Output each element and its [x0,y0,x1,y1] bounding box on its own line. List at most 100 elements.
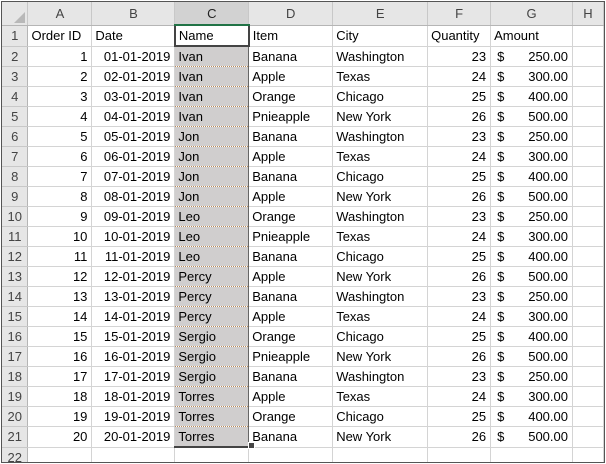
date-cell[interactable]: 12-01-2019 [91,266,176,287]
order-id-cell[interactable]: 7 [27,166,93,187]
city-cell[interactable]: New York [332,186,429,207]
row-header-20[interactable]: 20 [2,406,29,427]
header-quantity[interactable]: Quantity [427,25,492,47]
cell-h[interactable] [572,326,604,347]
quantity-cell[interactable]: 25 [427,326,492,347]
quantity-cell[interactable]: 23 [427,126,492,147]
column-header-c[interactable]: C [174,2,250,26]
date-cell[interactable]: 09-01-2019 [91,206,176,227]
cell-h[interactable] [572,306,604,327]
name-cell[interactable]: Torres [174,406,250,427]
column-header-h[interactable]: H [572,2,604,26]
city-cell[interactable]: Texas [332,66,429,87]
quantity-cell[interactable]: 25 [427,406,492,427]
city-cell[interactable]: New York [332,426,429,448]
empty-cell[interactable] [174,447,250,462]
amount-cell[interactable]: $400.00 [490,406,573,427]
item-cell[interactable]: Apple [248,66,334,87]
empty-cell[interactable] [490,447,573,462]
name-cell[interactable]: Jon [174,126,250,147]
quantity-cell[interactable]: 26 [427,426,492,448]
date-cell[interactable]: 10-01-2019 [91,226,176,247]
amount-cell[interactable]: $400.00 [490,166,573,187]
city-cell[interactable]: Texas [332,226,429,247]
date-cell[interactable]: 19-01-2019 [91,406,176,427]
date-cell[interactable]: 16-01-2019 [91,346,176,367]
row-header-7[interactable]: 7 [2,146,29,167]
row-header-10[interactable]: 10 [2,206,29,227]
row-header-6[interactable]: 6 [2,126,29,147]
quantity-cell[interactable]: 25 [427,166,492,187]
item-cell[interactable]: Apple [248,186,334,207]
amount-cell[interactable]: $400.00 [490,246,573,267]
row-header-12[interactable]: 12 [2,246,29,267]
header-item[interactable]: Item [248,25,334,47]
date-cell[interactable]: 15-01-2019 [91,326,176,347]
quantity-cell[interactable]: 23 [427,46,492,67]
city-cell[interactable]: Washington [332,126,429,147]
date-cell[interactable]: 06-01-2019 [91,146,176,167]
order-id-cell[interactable]: 10 [27,226,93,247]
header-name[interactable]: Name [173,24,250,47]
cell-h[interactable] [572,106,604,127]
city-cell[interactable]: New York [332,106,429,127]
amount-cell[interactable]: $500.00 [490,426,573,448]
empty-cell[interactable] [91,447,176,462]
quantity-cell[interactable]: 24 [427,226,492,247]
cell-h[interactable] [572,186,604,207]
order-id-cell[interactable]: 5 [27,126,93,147]
quantity-cell[interactable]: 24 [427,66,492,87]
name-cell[interactable]: Torres [174,426,250,448]
city-cell[interactable]: Chicago [332,166,429,187]
amount-cell[interactable]: $400.00 [490,326,573,347]
header-order-id[interactable]: Order ID [27,25,93,47]
city-cell[interactable]: Texas [332,146,429,167]
amount-cell[interactable]: $500.00 [490,266,573,287]
order-id-cell[interactable]: 6 [27,146,93,167]
order-id-cell[interactable]: 11 [27,246,93,267]
cell-h[interactable] [572,346,604,367]
item-cell[interactable]: Banana [248,366,334,387]
fill-handle[interactable] [248,442,255,449]
quantity-cell[interactable]: 25 [427,246,492,267]
amount-cell[interactable]: $250.00 [490,286,573,307]
date-cell[interactable]: 03-01-2019 [91,86,176,107]
name-cell[interactable]: Leo [174,226,250,247]
header-amount[interactable]: Amount [490,25,573,47]
city-cell[interactable]: Texas [332,386,429,407]
name-cell[interactable]: Leo [174,246,250,267]
cell-h[interactable] [572,146,604,167]
amount-cell[interactable]: $300.00 [490,66,573,87]
row-header-2[interactable]: 2 [2,46,29,67]
item-cell[interactable]: Banana [248,126,334,147]
order-id-cell[interactable]: 4 [27,106,93,127]
date-cell[interactable]: 13-01-2019 [91,286,176,307]
cell-h[interactable] [572,386,604,407]
cell-h[interactable] [572,246,604,267]
city-cell[interactable]: Washington [332,206,429,227]
row-header-13[interactable]: 13 [2,266,29,287]
date-cell[interactable]: 01-01-2019 [91,46,176,67]
name-cell[interactable]: Torres [174,386,250,407]
name-cell[interactable]: Percy [174,286,250,307]
cell-h[interactable] [572,66,604,87]
item-cell[interactable]: Pnieapple [248,226,334,247]
name-cell[interactable]: Jon [174,186,250,207]
date-cell[interactable]: 08-01-2019 [91,186,176,207]
amount-cell[interactable]: $300.00 [490,386,573,407]
amount-cell[interactable]: $300.00 [490,226,573,247]
item-cell[interactable]: Banana [248,166,334,187]
city-cell[interactable]: Washington [332,286,429,307]
name-cell[interactable]: Percy [174,266,250,287]
date-cell[interactable]: 11-01-2019 [91,246,176,267]
name-cell[interactable]: Ivan [174,66,250,87]
item-cell[interactable]: Apple [248,146,334,167]
order-id-cell[interactable]: 20 [27,426,93,448]
item-cell[interactable]: Pnieapple [248,346,334,367]
row-header-22[interactable]: 22 [2,447,29,462]
cell-h[interactable] [572,426,604,448]
order-id-cell[interactable]: 17 [27,366,93,387]
cell-h1[interactable] [572,25,604,47]
cell-h[interactable] [572,166,604,187]
row-header-5[interactable]: 5 [2,106,29,127]
